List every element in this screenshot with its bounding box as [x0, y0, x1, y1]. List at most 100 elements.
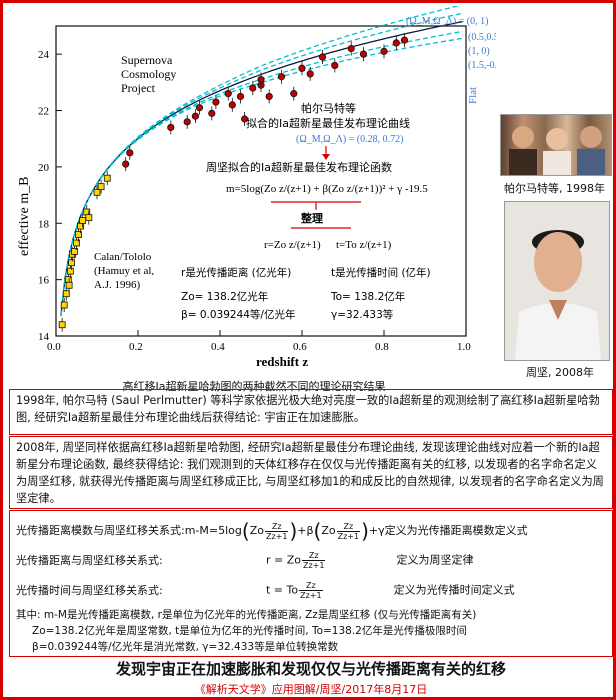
- data-point-scp: [347, 44, 355, 53]
- project-label-2: Cosmology: [121, 67, 176, 81]
- data-point-calan: [93, 188, 101, 196]
- formula-1-zo: Zo: [249, 524, 264, 537]
- portrait-photo: [504, 201, 610, 361]
- group-photo-caption: 帕尔马特等, 1998年: [504, 182, 605, 195]
- data-point-scp: [306, 70, 314, 78]
- data-point-scp: [191, 112, 199, 120]
- data-point-calan: [65, 281, 73, 289]
- project-label-3: Project: [121, 81, 156, 95]
- data-point-scp: [195, 104, 204, 112]
- data-point-scp: [400, 36, 409, 44]
- data-point-calan: [60, 301, 68, 309]
- y-tick-label: 24: [38, 49, 50, 61]
- flat-label: Flat: [467, 87, 479, 104]
- formula-3-frac: Zz Zz+1: [299, 581, 323, 600]
- y-axis-label: effective m_B: [17, 177, 32, 256]
- data-point-calan: [79, 217, 87, 224]
- data-point-scp: [257, 75, 265, 84]
- project-label-1: Supernova: [121, 53, 173, 67]
- data-point-calan: [85, 214, 93, 222]
- data-point-scp: [228, 101, 236, 109]
- zhou-formula: m=5log(Zo z/(z+1) + β(Zo z/(z+1))² + γ -…: [226, 183, 428, 195]
- formula-1-prefix: m-M=5log: [184, 524, 242, 537]
- formula-2-label: 光传播距离与周坚红移关系式:: [16, 553, 163, 567]
- data-point-calan: [97, 183, 105, 191]
- y-tick-label: 20: [38, 162, 50, 174]
- formula-note-1: 其中: m-M是光传播距离模数, r是单位为亿光年的光传播距离, Zz是周坚红移…: [16, 609, 477, 621]
- data-point-calan: [103, 174, 111, 182]
- data-point-scp: [208, 109, 216, 117]
- calan-label-2: (Hamuy et al,: [94, 265, 154, 277]
- hubble-chart-svg: 0.0 0.2 0.4 0.6 0.8 1.0 14 16 18 20 22 24 redshift…: [17, 4, 506, 369]
- x-tick-label: 0.0: [47, 341, 61, 353]
- data-point-scp: [224, 90, 232, 98]
- legend-value-3: (1, 0): [468, 46, 490, 57]
- group-photo: [500, 114, 612, 176]
- formula-1-beta: β: [306, 524, 314, 537]
- frac-den: Zz+1: [265, 531, 288, 541]
- formula-note-2: Zo=138.2亿光年是周坚常数, t是单位为亿年的光传播时间, To=138.…: [32, 625, 467, 637]
- data-point-calan: [68, 259, 75, 267]
- calan-label-1: Calan/Tololo: [94, 251, 152, 263]
- data-point-scp: [212, 98, 220, 106]
- formula-1-label: 光传播距离模数与周坚红移关系式:: [16, 524, 185, 537]
- data-point-scp: [331, 61, 339, 70]
- model-curve: [60, 4, 463, 317]
- formula-3-tail: 定义为光传播时间定义式: [393, 583, 515, 597]
- formula-note-3: β=0.039244等/亿光年是消光常数, γ=32.433等是单位转换常数: [32, 641, 339, 653]
- data-point-calan: [75, 231, 82, 238]
- footer-subtitle: 《解析天文学》应用图解/周坚/2017年8月17日: [194, 683, 428, 696]
- r-definition: r是光传播距离 (亿光年): [181, 266, 291, 279]
- formula-1-frac-2: Zz Zz+1: [336, 521, 361, 541]
- formula-1-tail: +γ定义为光传播距离模数定义式: [368, 524, 528, 537]
- formula-3-expr: t = To: [266, 583, 299, 597]
- x-tick-label: 0.4: [211, 341, 225, 353]
- y-axis-ticks: 14 16 18 20 22 24: [38, 49, 62, 343]
- legend-value-1: (0.5,0.5): [468, 32, 496, 43]
- data-point-calan: [62, 290, 70, 298]
- data-point-scp: [126, 149, 134, 157]
- frac-num: Zz: [264, 522, 289, 532]
- t0-value: To= 138.2亿年: [330, 290, 405, 303]
- beta-value: β= 0.039244等/亿光年: [181, 308, 295, 321]
- perlmutter-values: (Ω_M,Ω_Λ) = (0.28, 0.72): [296, 134, 403, 145]
- y-tick-label: 14: [38, 331, 50, 343]
- formula-2-expr: r = Zo: [266, 553, 301, 567]
- perlmutter-fit-1: 帕尔马特等: [301, 101, 356, 115]
- data-point-scp: [183, 118, 191, 126]
- r-formula: r=Zo z/(z+1): [264, 239, 321, 251]
- formula-box: 光传播距离模数与周坚红移关系式:m-M=5log(Zo Zz Zz+1)+β(Zo Z…: [9, 510, 613, 657]
- points-group: [58, 33, 409, 332]
- perlmutter-fit-2: 拟合的Ia超新星最佳发布理论曲线: [246, 116, 410, 130]
- formula-2-tail: 定义为周坚定律: [396, 553, 474, 567]
- t-formula: t=To z/(z+1): [336, 239, 392, 251]
- formula-row-3: 光传播时间与周坚红移关系式: t = To Zz Zz+1 定义为光传播时间定义式: [16, 581, 515, 600]
- data-point-scp: [298, 64, 306, 72]
- portrait-photo-svg: [505, 202, 609, 360]
- perlmutter-arrowhead: [322, 154, 330, 160]
- y-tick-label: 18: [38, 218, 50, 230]
- data-point-scp: [249, 84, 257, 92]
- data-point-calan: [58, 321, 66, 329]
- t-definition: t是光传播时间 (亿年): [331, 266, 431, 279]
- group-photo-svg: [509, 126, 605, 175]
- formula-row-1: 光传播距离模数与周坚红移关系式:m-M=5log(Zo Zz Zz+1)+β(Zo Z…: [16, 519, 528, 543]
- data-point-scp: [241, 115, 249, 123]
- data-point-scp: [167, 123, 175, 132]
- photo-panel: 帕尔马特等, 1998年 周坚, 2008年: [496, 6, 616, 388]
- data-point-calan: [73, 239, 80, 247]
- x-axis-label: redshift z: [256, 354, 308, 369]
- data-point-calan: [66, 267, 74, 275]
- x-tick-label: 1.0: [457, 341, 471, 353]
- footer: 发现宇宙正在加速膨胀和发现仅仅与光传播距离有关的红移 《解析天文学》应用图解/周…: [6, 658, 616, 697]
- data-point-calan: [71, 248, 78, 255]
- y-tick-label: 22: [38, 106, 49, 118]
- x-tick-label: 0.6: [293, 341, 307, 353]
- calan-label-3: A.J. 1996): [94, 279, 140, 291]
- portrait-caption: 周坚, 2008年: [526, 366, 594, 379]
- gamma-value: γ=32.433等: [331, 308, 394, 321]
- x-axis-ticks: 0.0 0.2 0.4 0.6 0.8 1.0: [47, 330, 471, 353]
- x-tick-label: 0.8: [375, 341, 389, 353]
- data-point-scp: [236, 92, 245, 101]
